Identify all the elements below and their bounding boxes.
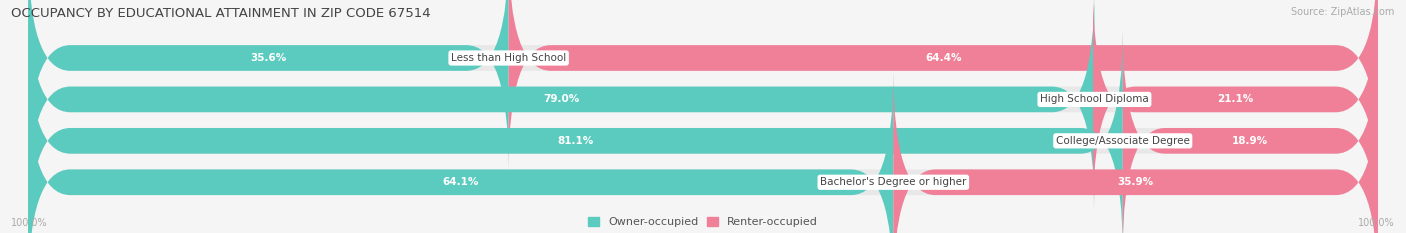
Text: Bachelor's Degree or higher: Bachelor's Degree or higher — [820, 177, 966, 187]
Text: 100.0%: 100.0% — [11, 218, 48, 228]
FancyBboxPatch shape — [28, 0, 1378, 211]
Text: Source: ZipAtlas.com: Source: ZipAtlas.com — [1291, 7, 1395, 17]
Text: Less than High School: Less than High School — [451, 53, 567, 63]
FancyBboxPatch shape — [1092, 0, 1378, 211]
Text: 81.1%: 81.1% — [557, 136, 593, 146]
FancyBboxPatch shape — [509, 0, 1378, 169]
Text: 21.1%: 21.1% — [1218, 94, 1254, 104]
Text: 35.6%: 35.6% — [250, 53, 287, 63]
FancyBboxPatch shape — [28, 71, 893, 233]
Text: OCCUPANCY BY EDUCATIONAL ATTAINMENT IN ZIP CODE 67514: OCCUPANCY BY EDUCATIONAL ATTAINMENT IN Z… — [11, 7, 430, 20]
FancyBboxPatch shape — [28, 29, 1123, 233]
FancyBboxPatch shape — [28, 0, 1094, 211]
Text: 79.0%: 79.0% — [543, 94, 579, 104]
Text: 18.9%: 18.9% — [1232, 136, 1268, 146]
FancyBboxPatch shape — [893, 71, 1378, 233]
FancyBboxPatch shape — [28, 71, 1378, 233]
Text: 35.9%: 35.9% — [1118, 177, 1154, 187]
Text: 64.1%: 64.1% — [443, 177, 479, 187]
FancyBboxPatch shape — [28, 29, 1378, 233]
FancyBboxPatch shape — [28, 0, 1378, 169]
FancyBboxPatch shape — [1123, 29, 1378, 233]
Text: 64.4%: 64.4% — [925, 53, 962, 63]
Text: 100.0%: 100.0% — [1358, 218, 1395, 228]
Text: High School Diploma: High School Diploma — [1040, 94, 1149, 104]
FancyBboxPatch shape — [28, 0, 509, 169]
Text: College/Associate Degree: College/Associate Degree — [1056, 136, 1189, 146]
Legend: Owner-occupied, Renter-occupied: Owner-occupied, Renter-occupied — [588, 217, 818, 227]
